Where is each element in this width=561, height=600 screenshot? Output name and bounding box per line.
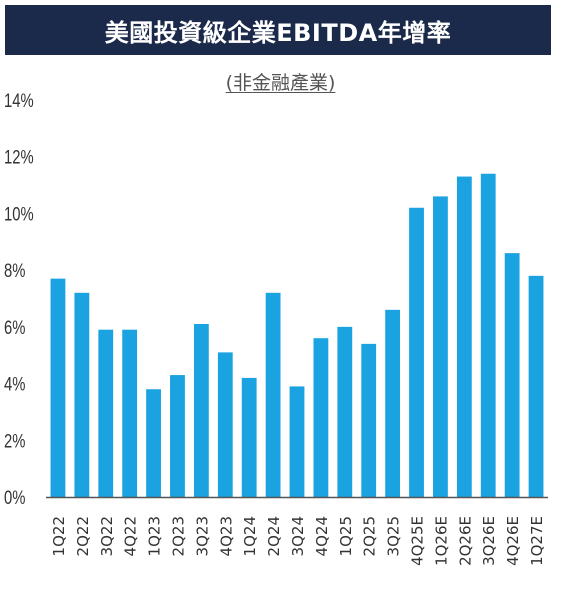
bar: [193, 324, 209, 497]
y-tick-label: 4%: [4, 374, 25, 395]
x-tick-label: 1Q26E: [432, 516, 450, 566]
bar: [74, 292, 90, 497]
bar: [337, 326, 353, 497]
bar: [456, 176, 472, 498]
x-tick-label: 4Q25E: [409, 516, 427, 566]
x-tick-label: 3Q24: [289, 516, 307, 556]
bar: [170, 375, 185, 497]
bar: [385, 309, 401, 497]
x-tick-label: 4Q24: [313, 516, 331, 556]
x-tick-label: 2Q23: [169, 516, 187, 556]
bar: [98, 329, 114, 497]
x-tick-label: 1Q23: [146, 516, 164, 556]
y-tick-label: 2%: [4, 431, 25, 452]
x-tick-label: 2Q25: [361, 516, 379, 556]
y-tick-label: 8%: [4, 260, 25, 281]
x-tick-label: 2Q22: [74, 516, 92, 556]
bar: [50, 278, 66, 497]
bar: [361, 343, 377, 497]
bar: [265, 292, 281, 497]
x-tick-label: 2Q24: [265, 516, 283, 556]
bar: [433, 196, 448, 497]
y-tick-label: 6%: [4, 317, 25, 338]
bar: [241, 377, 257, 497]
chart-subtitle: (非金融產業): [225, 72, 336, 94]
y-tick-label: 12%: [4, 147, 34, 168]
x-tick-label: 1Q25: [337, 516, 355, 556]
x-tick-label: 3Q26E: [480, 516, 498, 566]
y-tick-label: 10%: [4, 204, 34, 225]
bar: [409, 207, 424, 497]
x-tick-label: 3Q25: [385, 516, 403, 556]
x-tick-label: 2Q26E: [456, 516, 474, 566]
y-tick-label: 0%: [4, 487, 25, 508]
bar: [146, 389, 161, 497]
chart-title-bar: 美國投資級企業EBITDA年增率: [5, 5, 551, 55]
bar: [217, 352, 233, 497]
bar: [528, 275, 544, 497]
x-tick-label: 1Q27E: [528, 516, 546, 566]
chart-title: 美國投資級企業EBITDA年增率: [104, 18, 452, 47]
x-tick-label: 1Q24: [241, 516, 259, 556]
x-tick-label: 4Q22: [122, 516, 140, 556]
bar: [289, 386, 305, 497]
x-tick-label: 3Q23: [193, 516, 211, 556]
bar: [480, 173, 496, 497]
x-tick-label: 4Q26E: [504, 516, 522, 566]
bar: [122, 329, 138, 497]
x-tick-label: 1Q22: [50, 516, 68, 556]
chart-subtitle-wrap: (非金融產業): [0, 68, 561, 95]
bar: [504, 253, 520, 497]
bar: [313, 338, 329, 497]
x-tick-label: 3Q22: [98, 516, 116, 556]
y-tick-label: 14%: [4, 90, 34, 111]
x-tick-label: 4Q23: [217, 516, 235, 556]
